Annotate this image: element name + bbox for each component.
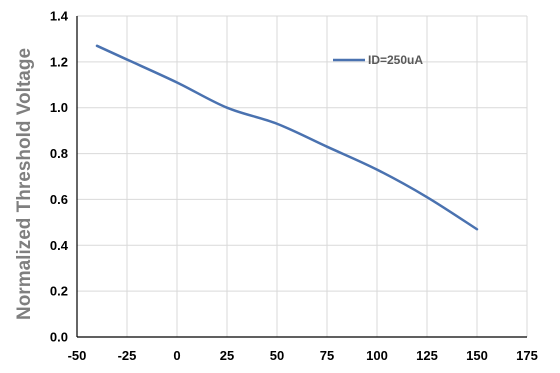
grid bbox=[76, 15, 528, 338]
x-tick-label: 0 bbox=[173, 348, 180, 363]
y-tick-label: 1.0 bbox=[50, 100, 68, 115]
legend: ID=250uA bbox=[333, 53, 423, 67]
x-tick-label: 175 bbox=[516, 348, 538, 363]
series-line bbox=[95, 44, 479, 231]
y-tick-label: 0.6 bbox=[50, 192, 68, 207]
series-layer bbox=[95, 44, 479, 231]
x-tick-label: 75 bbox=[320, 348, 334, 363]
y-tick-label: 1.2 bbox=[50, 54, 68, 69]
axes bbox=[76, 16, 527, 338]
x-tick-label: 100 bbox=[366, 348, 388, 363]
x-tick-label: 25 bbox=[220, 348, 234, 363]
y-tick-label: 0.4 bbox=[50, 238, 69, 253]
x-tick-label: -25 bbox=[118, 348, 137, 363]
x-tick-label: 125 bbox=[416, 348, 438, 363]
x-tick-label: -50 bbox=[68, 348, 87, 363]
y-axis-label: Normalized Threshold Voltage bbox=[14, 48, 35, 320]
x-tick-label: 150 bbox=[466, 348, 488, 363]
y-tick-label: 0.8 bbox=[50, 146, 68, 161]
legend-label: ID=250uA bbox=[368, 53, 423, 67]
y-tick-label: 0.2 bbox=[50, 284, 68, 299]
x-tick-label: 50 bbox=[270, 348, 284, 363]
y-tick-label: 0.0 bbox=[50, 330, 68, 345]
y-tick-label: 1.4 bbox=[50, 9, 69, 24]
tick-labels: -50 -25 0 25 50 75 100 125 150 175 0.0 0.2 0.4 0.6 0.8… bbox=[50, 9, 538, 364]
